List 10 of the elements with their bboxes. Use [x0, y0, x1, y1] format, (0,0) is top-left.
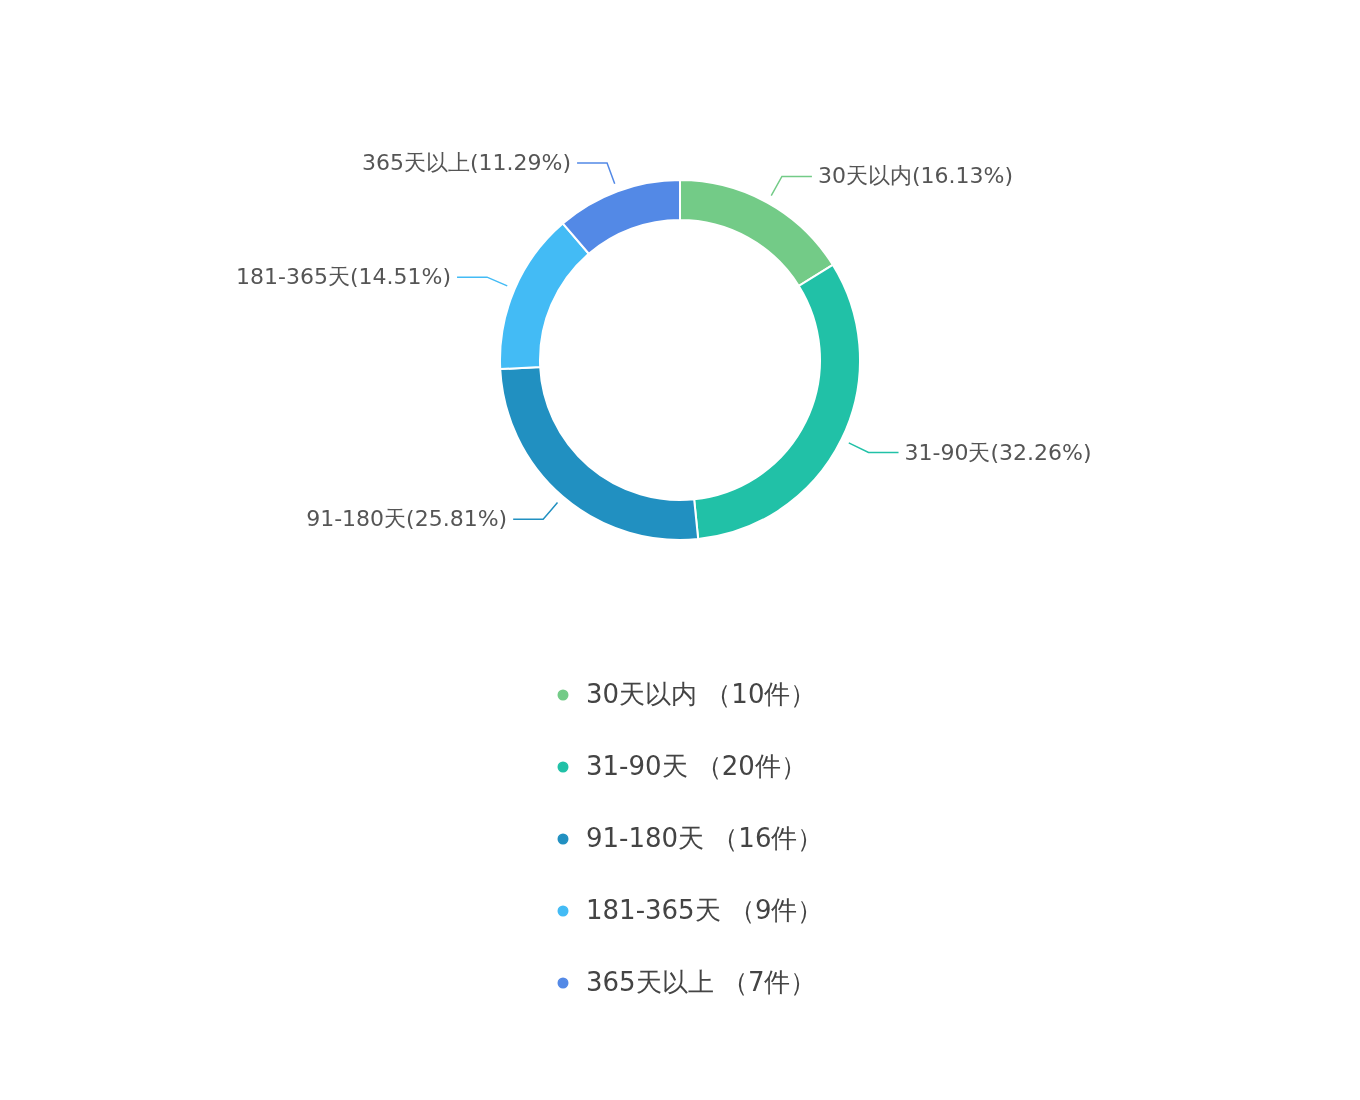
legend-label: 91-180天 （16件） [586, 823, 824, 853]
data-label: 365天以上(11.29%) [362, 150, 572, 176]
legend-label: 365天以上 （7件） [586, 967, 817, 997]
data-label: 91-180天(25.81%) [306, 506, 508, 532]
data-label: 181-365天(14.51%) [236, 264, 452, 290]
legend-label: 30天以内 （10件） [586, 679, 817, 709]
legend-label: 181-365天 （9件） [586, 895, 824, 925]
data-label: 30天以内(16.13%) [817, 163, 1013, 189]
legend-label: 31-90天 （20件） [586, 751, 807, 781]
data-label: 31-90天(32.26%) [904, 439, 1092, 465]
